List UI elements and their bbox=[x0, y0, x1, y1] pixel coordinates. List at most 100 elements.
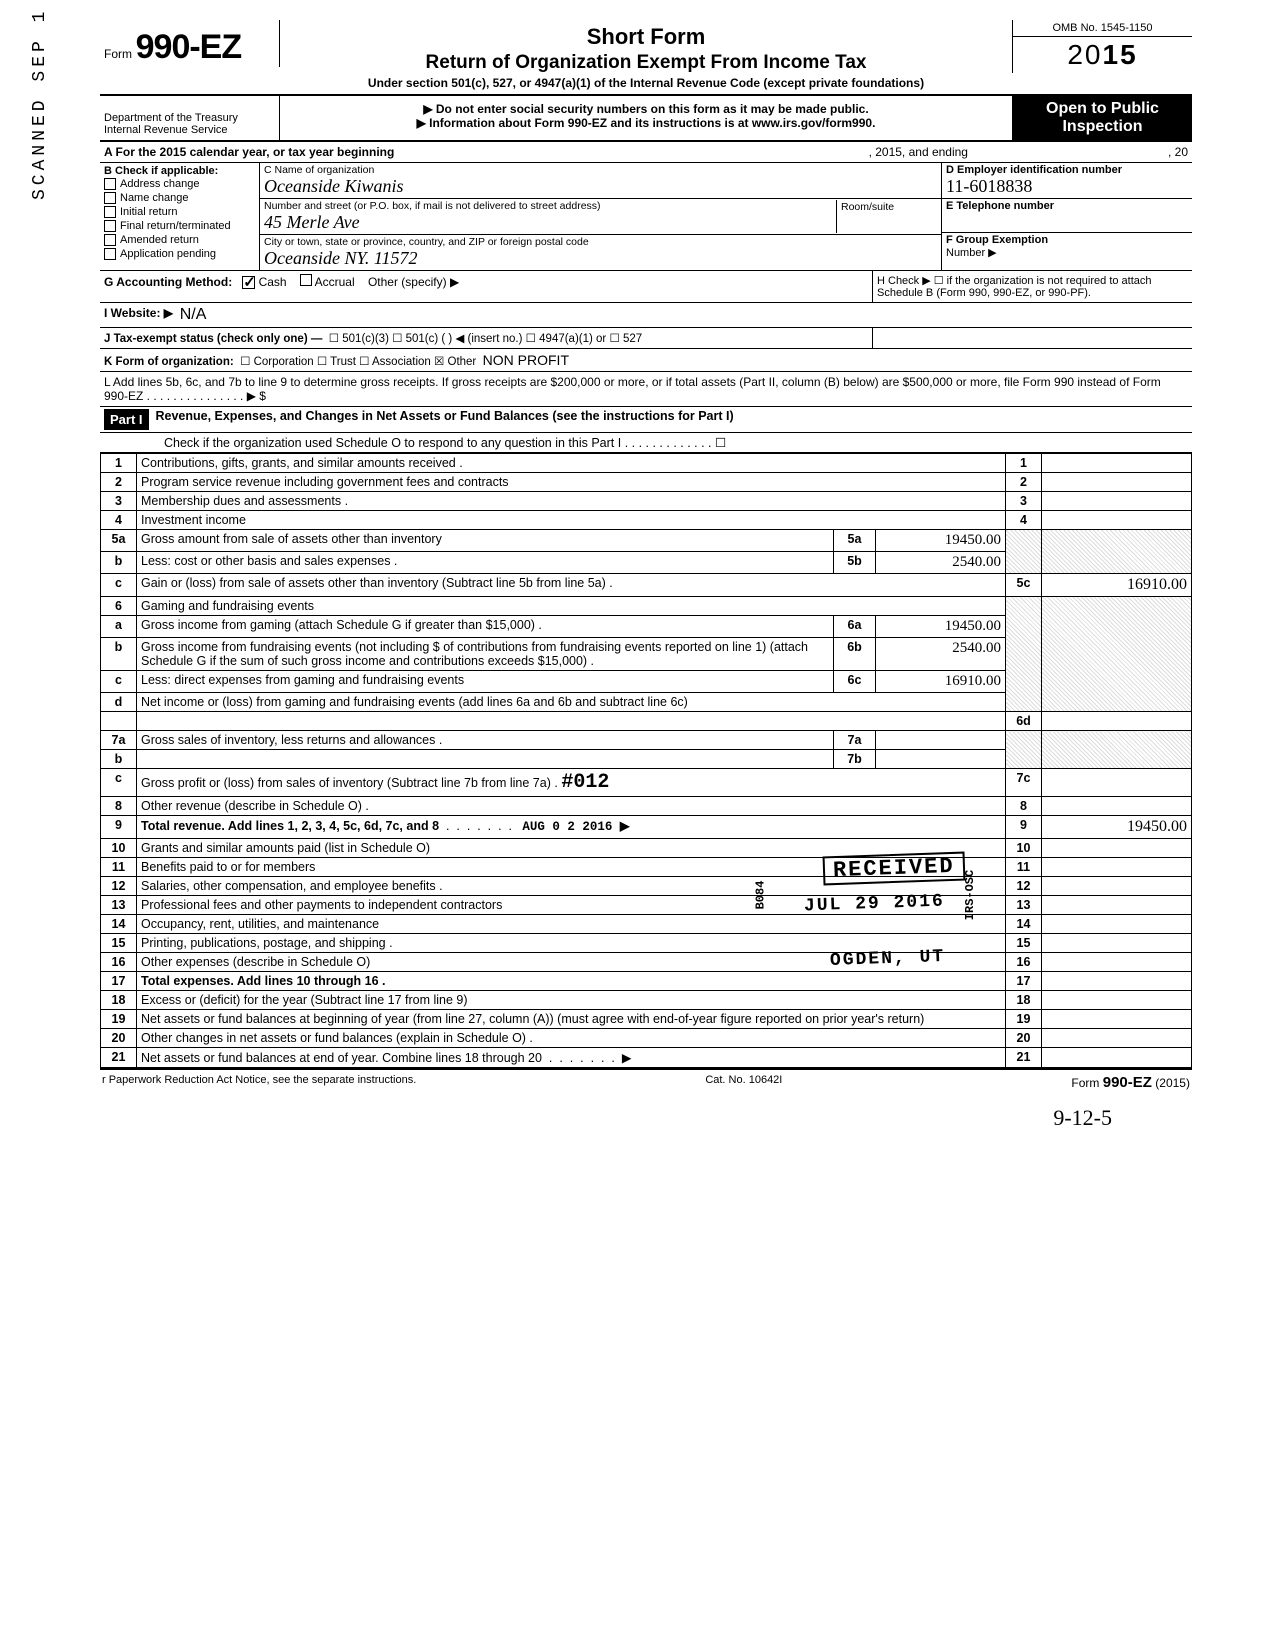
part1-tag: Part I bbox=[104, 409, 149, 430]
group-exempt-label: F Group Exemption bbox=[946, 234, 1188, 246]
row-h: H Check ▶ ☐ if the organization is not r… bbox=[872, 271, 1192, 302]
scanned-stamp: SCANNED SEP 1 2016 bbox=[30, 0, 50, 200]
form-header: Form 990-EZ Short Form Return of Organiz… bbox=[100, 20, 1192, 96]
header-row2: Department of the Treasury Internal Reve… bbox=[100, 96, 1192, 142]
chk-amended[interactable]: Amended return bbox=[104, 233, 255, 247]
form-number-cell: Form 990-EZ bbox=[100, 20, 280, 67]
part1-check-text: Check if the organization used Schedule … bbox=[104, 435, 726, 450]
inspect-2: Inspection bbox=[1017, 118, 1188, 136]
ein-value: 11-6018838 bbox=[946, 176, 1188, 197]
street-row: Number and street (or P.O. box, if mail … bbox=[260, 199, 941, 235]
line-a: A For the 2015 calendar year, or tax yea… bbox=[100, 142, 1192, 163]
inspect-1: Open to Public bbox=[1017, 100, 1188, 118]
row-k: K Form of organization: ☐ Corporation ☐ … bbox=[100, 349, 1192, 372]
room-label: Room/suite bbox=[837, 200, 937, 233]
line-5a: 5aGross amount from sale of assets other… bbox=[101, 530, 1192, 552]
line-17: 17Total expenses. Add lines 10 through 1… bbox=[101, 972, 1192, 991]
footer: r Paperwork Reduction Act Notice, see th… bbox=[100, 1068, 1192, 1095]
mid-instructions: ▶ Do not enter social security numbers o… bbox=[280, 96, 1012, 140]
tax-status-label: J Tax-exempt status (check only one) — bbox=[104, 333, 322, 345]
row-i: I Website: ▶ N/A bbox=[100, 303, 1192, 328]
chk-name[interactable]: Name change bbox=[104, 191, 255, 205]
group-exempt-num: Number ▶ bbox=[946, 246, 1188, 259]
line-a-mid: , 2015, and ending bbox=[869, 145, 968, 159]
chk-initial[interactable]: Initial return bbox=[104, 205, 255, 219]
street-value: 45 Merle Ave bbox=[264, 212, 836, 233]
chk-address[interactable]: Address change bbox=[104, 177, 255, 191]
dept-line2: Internal Revenue Service bbox=[104, 124, 275, 136]
jul-stamp: JUL 29 2016 bbox=[804, 892, 945, 917]
phone-label: E Telephone number bbox=[946, 200, 1188, 212]
warn-line: ▶ Do not enter social security numbers o… bbox=[286, 102, 1006, 116]
line-6: 6Gaming and fundraising events bbox=[101, 597, 1192, 616]
dept-line1: Department of the Treasury bbox=[104, 112, 275, 124]
line-a-start: A For the 2015 calendar year, or tax yea… bbox=[104, 145, 394, 159]
chk-final[interactable]: Final return/terminated bbox=[104, 219, 255, 233]
grid-bcde: B Check if applicable: Address change Na… bbox=[100, 163, 1192, 271]
irs-osc-stamp: IRS-OSC bbox=[963, 870, 977, 920]
b084-stamp: B084 bbox=[754, 881, 768, 910]
line-18: 18Excess or (deficit) for the year (Subt… bbox=[101, 991, 1192, 1010]
row-j: J Tax-exempt status (check only one) — ☐… bbox=[100, 328, 1192, 349]
col-b-label: B Check if applicable: bbox=[104, 165, 255, 177]
org-name-cell: C Name of organization Oceanside Kiwanis bbox=[260, 163, 941, 199]
chk-cash[interactable] bbox=[242, 276, 255, 289]
line-15: 15Printing, publications, postage, and s… bbox=[101, 934, 1192, 953]
received-stamp: RECEIVED bbox=[823, 852, 966, 886]
row-g: G Accounting Method: Cash Accrual Other … bbox=[100, 271, 1192, 303]
line-8: 8Other revenue (describe in Schedule O) … bbox=[101, 797, 1192, 816]
lbl-cash: Cash bbox=[259, 275, 287, 289]
line-20: 20Other changes in net assets or fund ba… bbox=[101, 1029, 1192, 1048]
omb-cell: OMB No. 1545-1150 2015 bbox=[1012, 20, 1192, 73]
website-value: N/A bbox=[180, 306, 207, 324]
line-21: 21Net assets or fund balances at end of … bbox=[101, 1048, 1192, 1068]
bottom-handwriting: 9-12-5 bbox=[100, 1095, 1192, 1131]
city-value: Oceanside NY. 11572 bbox=[264, 248, 937, 269]
line-19: 19Net assets or fund balances at beginni… bbox=[101, 1010, 1192, 1029]
lbl-other-method: Other (specify) ▶ bbox=[368, 275, 459, 289]
line-9: 9Total revenue. Add lines 1, 2, 3, 4, 5c… bbox=[101, 816, 1192, 839]
lines-table: 1Contributions, gifts, grants, and simil… bbox=[100, 453, 1192, 1068]
part1-title: Revenue, Expenses, and Changes in Net As… bbox=[155, 409, 733, 430]
title-sub: Return of Organization Exempt From Incom… bbox=[288, 52, 1004, 74]
line-1: 1Contributions, gifts, grants, and simil… bbox=[101, 454, 1192, 473]
tax-year: 2015 bbox=[1013, 37, 1192, 73]
line-16: 16 Other expenses (describe in Schedule … bbox=[101, 953, 1192, 972]
form-org-opts: ☐ Corporation ☐ Trust ☐ Association ☒ Ot… bbox=[240, 356, 476, 368]
phone-cell: E Telephone number bbox=[942, 199, 1192, 233]
line-2: 2Program service revenue including gover… bbox=[101, 473, 1192, 492]
city-cell: City or town, state or province, country… bbox=[260, 235, 941, 270]
line-10: 10Grants and similar amounts paid (list … bbox=[101, 839, 1192, 858]
info-line: ▶ Information about Form 990-EZ and its … bbox=[286, 116, 1006, 130]
line-4: 4Investment income4 bbox=[101, 511, 1192, 530]
part1-check: Check if the organization used Schedule … bbox=[100, 433, 1192, 453]
form-org-hand: NON PROFIT bbox=[483, 352, 569, 368]
org-name-value: Oceanside Kiwanis bbox=[264, 176, 937, 197]
tax-status-opts: ☐ 501(c)(3) ☐ 501(c) ( ) ◀ (insert no.) … bbox=[329, 333, 642, 345]
inspection-cell: Open to Public Inspection bbox=[1012, 96, 1192, 140]
line-11: 11 Benefits paid to or for members RECEI… bbox=[101, 858, 1192, 877]
line-12: 12Salaries, other compensation, and empl… bbox=[101, 877, 1192, 896]
title-subtext: Under section 501(c), 527, or 4947(a)(1)… bbox=[288, 76, 1004, 90]
org-name-label: C Name of organization bbox=[264, 164, 937, 176]
line-a-end: , 20 bbox=[1168, 145, 1188, 159]
col-c: C Name of organization Oceanside Kiwanis… bbox=[260, 163, 942, 270]
omb-number: OMB No. 1545-1150 bbox=[1013, 20, 1192, 37]
footer-left: r Paperwork Reduction Act Notice, see th… bbox=[102, 1074, 416, 1091]
form-number: 990-EZ bbox=[136, 28, 242, 66]
group-exempt-cell: F Group Exemption Number ▶ bbox=[942, 233, 1192, 267]
acct-method-label: G Accounting Method: bbox=[104, 275, 232, 289]
part1-header: Part I Revenue, Expenses, and Changes in… bbox=[100, 407, 1192, 433]
line-5c: cGain or (loss) from sale of assets othe… bbox=[101, 574, 1192, 597]
col-de: D Employer identification number 11-6018… bbox=[942, 163, 1192, 270]
footer-right: Form 990-EZ (2015) bbox=[1071, 1074, 1190, 1091]
chk-pending[interactable]: Application pending bbox=[104, 247, 255, 261]
title-main: Short Form bbox=[288, 24, 1004, 50]
line-3: 3Membership dues and assessments .3 bbox=[101, 492, 1192, 511]
website-label: I Website: ▶ bbox=[104, 306, 173, 324]
row-l: L Add lines 5b, 6c, and 7b to line 9 to … bbox=[100, 372, 1192, 407]
chk-accrual[interactable] bbox=[300, 274, 312, 286]
line-6d-val: 6d bbox=[101, 712, 1192, 731]
street-label: Number and street (or P.O. box, if mail … bbox=[264, 200, 836, 212]
title-cell: Short Form Return of Organization Exempt… bbox=[280, 20, 1012, 94]
